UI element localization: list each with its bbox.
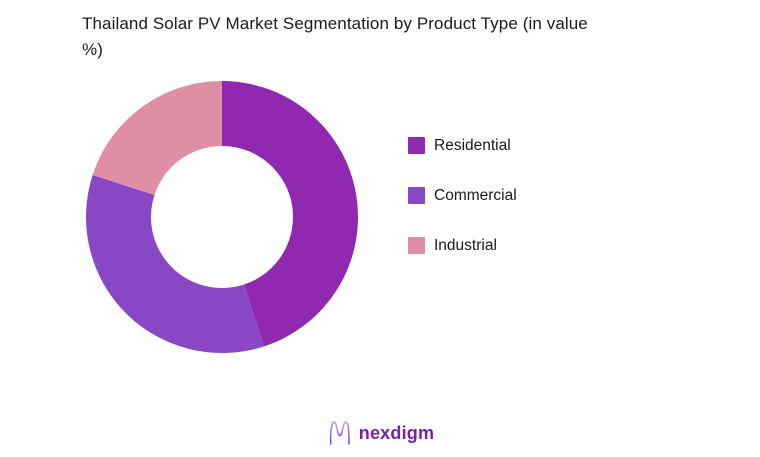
donut-segment-industrial	[92, 81, 222, 196]
brand-footer: nexdigm	[0, 415, 760, 451]
legend-swatch-icon	[408, 237, 425, 254]
chart-title: Thailand Solar PV Market Segmentation by…	[82, 14, 588, 59]
nexdigm-logo-icon	[329, 421, 350, 445]
donut-segment-residential	[222, 81, 358, 347]
donut-chart-svg	[86, 81, 358, 353]
brand-name: nexdigm	[358, 422, 435, 443]
legend-label: Residential	[434, 136, 511, 154]
legend-swatch-icon	[408, 187, 425, 204]
donut-segment-commercial	[86, 174, 265, 353]
legend-item-commercial: Commercial	[408, 187, 517, 204]
legend-swatch-icon	[408, 137, 425, 154]
donut-chart	[86, 81, 358, 353]
legend-item-residential: Residential	[408, 137, 517, 154]
legend-label: Commercial	[434, 186, 517, 204]
legend-item-industrial: Industrial	[408, 237, 517, 254]
chart-legend: Residential Commercial Industrial	[408, 137, 517, 287]
legend-label: Industrial	[434, 236, 497, 254]
